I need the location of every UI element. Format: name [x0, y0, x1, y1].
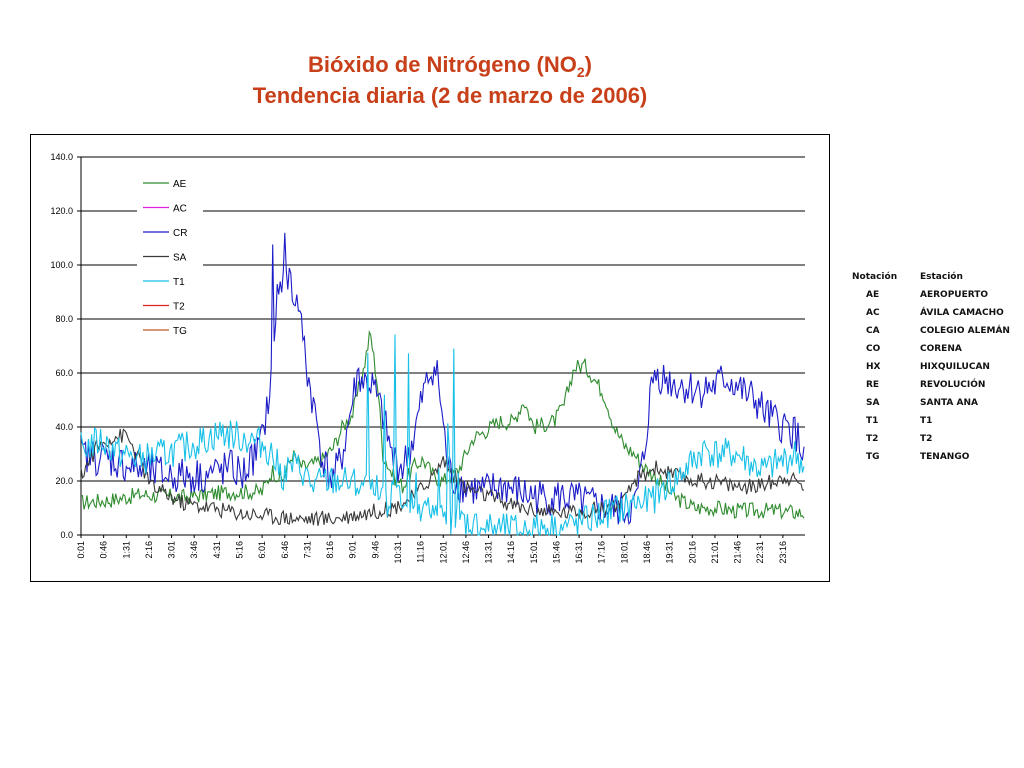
- series-line-t1: [80, 334, 805, 537]
- x-tick-label: 11:16: [416, 541, 426, 563]
- chart-title-line-1: Bióxido de Nitrógeno (NO2): [307, 52, 592, 80]
- station-cell: T2: [920, 434, 933, 444]
- table-row: CA COLEGIO ALEMÁN: [846, 322, 1010, 340]
- header-estacion: Estación: [920, 272, 963, 282]
- x-tick-label: 12:46: [461, 541, 471, 564]
- y-tick-label: 0.0: [60, 530, 73, 540]
- x-tick-label: 6:46: [280, 541, 290, 559]
- station-cell: CORENA: [920, 344, 962, 354]
- notation-cell: T2: [866, 434, 879, 444]
- chart-plot: 0.0 20.0 40.0 60.0 80.0 100.0 120.0 140.0 0:01 0:…: [50, 152, 805, 564]
- notation-cell: AE: [866, 290, 880, 300]
- x-tick-label: 22:31: [755, 541, 765, 564]
- legend-bg: [137, 223, 203, 241]
- notation-cell: TG: [866, 452, 880, 462]
- x-tick-label: 19:31: [665, 541, 675, 564]
- station-cell: T1: [920, 416, 933, 426]
- table-row: AC ÁVILA CAMACHO: [846, 304, 1010, 322]
- legend-bg: [137, 247, 203, 266]
- table-row: HX HIXQUILUCAN: [846, 358, 1010, 376]
- x-tick-label: 13:31: [484, 541, 494, 564]
- notation-cell: AC: [866, 308, 880, 318]
- station-cell: SANTA ANA: [920, 398, 978, 408]
- notation-cell: CO: [866, 344, 881, 354]
- legend-bg: [137, 321, 203, 339]
- notation-cell: RE: [866, 380, 880, 390]
- header-notacion: Notación: [852, 272, 898, 282]
- x-tick-label: 18:46: [642, 541, 652, 564]
- x-tick-label: 15:46: [551, 541, 561, 564]
- station-cell: HIXQUILUCAN: [920, 362, 990, 372]
- legend-label-t1: T1: [173, 277, 185, 288]
- y-tick-label: 100.0: [50, 260, 73, 270]
- station-cell: TENANGO: [920, 452, 970, 462]
- x-tick-label: 0:46: [99, 541, 109, 559]
- legend-label-cr: CR: [173, 228, 187, 239]
- table-row: RE REVOLUCIÓN: [846, 376, 1010, 394]
- x-tick-label: 8:16: [325, 541, 335, 559]
- notation-cell: HX: [866, 362, 881, 372]
- x-tick-label: 7:31: [302, 541, 312, 559]
- table-row: CO CORENA: [846, 340, 1010, 358]
- table-row: AE AEROPUERTO: [846, 286, 1010, 304]
- legend-label-ae: AE: [173, 179, 187, 190]
- x-tick-label: 16:31: [574, 541, 584, 564]
- x-tick-label: 5:16: [234, 541, 244, 559]
- table-row: SA SANTA ANA: [846, 394, 1010, 412]
- x-tick-label: 10:31: [393, 541, 403, 564]
- x-tick-label: 21:46: [733, 541, 743, 564]
- legend-bg: [137, 174, 203, 192]
- x-tick-label: 21:01: [710, 541, 720, 564]
- station-cell: REVOLUCIÓN: [920, 380, 986, 390]
- x-tick-label: 14:16: [506, 541, 516, 564]
- x-tick-label: 20:16: [687, 541, 697, 564]
- x-tick-label: 17:16: [597, 541, 607, 564]
- y-tick-label: 60.0: [55, 368, 73, 378]
- y-tick-label: 80.0: [55, 314, 73, 324]
- x-tick-label: 9:01: [348, 541, 358, 559]
- series-line-ae: [80, 330, 805, 521]
- legend-label-t2: T2: [173, 302, 185, 313]
- y-tick-label: 40.0: [55, 422, 73, 432]
- station-cell: ÁVILA CAMACHO: [920, 308, 1004, 318]
- x-tick-label: 6:01: [257, 541, 267, 559]
- chart-title-line-2: Tendencia diaria (2 de marzo de 2006): [252, 83, 648, 108]
- y-tick-label: 140.0: [50, 152, 73, 162]
- notation-cell: T1: [866, 416, 879, 426]
- station-cell: COLEGIO ALEMÁN: [920, 326, 1010, 336]
- x-tick-label: 2:16: [144, 541, 154, 559]
- chart-frame: 0.0 20.0 40.0 60.0 80.0 100.0 120.0 140.0 0:01 0:…: [30, 134, 830, 582]
- legend-bg: [137, 296, 203, 315]
- station-table: Notación Estación AE AEROPUERTO AC ÁVILA C…: [846, 268, 1010, 466]
- y-tick-label: 20.0: [55, 476, 73, 486]
- x-tick-label: 23:16: [778, 541, 788, 564]
- x-tick-label: 12:01: [438, 541, 448, 564]
- legend-bg: [137, 198, 203, 217]
- y-tick-label: 120.0: [50, 206, 73, 216]
- table-row: T1 T1: [846, 412, 1010, 430]
- series-line-cr: [80, 232, 805, 526]
- legend-bg: [137, 272, 203, 290]
- x-tick-label: 4:31: [212, 541, 222, 559]
- x-tick-label: 18:01: [619, 541, 629, 564]
- legend-label-ac: AC: [173, 204, 187, 215]
- x-tick-label: 1:31: [121, 541, 131, 559]
- station-table-header-row: Notación Estación: [846, 268, 1010, 286]
- title-subscript: 2: [576, 64, 585, 80]
- legend-label-tg: TG: [173, 326, 187, 337]
- x-tick-label: 3:01: [167, 541, 177, 559]
- notation-cell: SA: [866, 398, 880, 408]
- x-tick-label: 0:01: [76, 541, 86, 559]
- table-row: T2 T2: [846, 430, 1010, 448]
- table-row: TG TENANGO: [846, 448, 1010, 466]
- x-tick-label: 9:46: [370, 541, 380, 559]
- notation-cell: CA: [866, 326, 880, 336]
- x-tick-label: 15:01: [529, 541, 539, 564]
- x-tick-label: 3:46: [189, 541, 199, 559]
- station-cell: AEROPUERTO: [920, 290, 989, 300]
- legend-label-sa: SA: [173, 253, 187, 264]
